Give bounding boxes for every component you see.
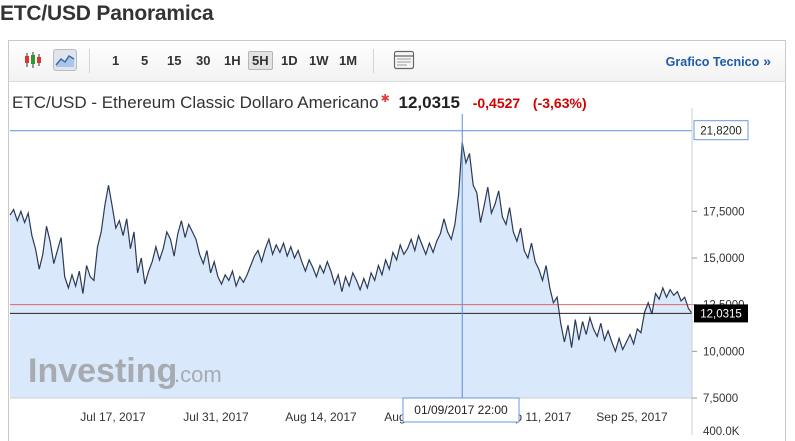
crosshair-value-box bbox=[693, 120, 749, 141]
double-chevron-right-icon: » bbox=[763, 53, 771, 69]
watermark-suffix: .com bbox=[174, 362, 222, 387]
price-change: -0,4527 bbox=[472, 95, 521, 111]
page-title: ETC/USD Panoramica bbox=[0, 2, 214, 25]
technical-chart-label: Grafico Tecnico bbox=[665, 55, 760, 69]
crosshair-value-label: 21,8200 bbox=[700, 126, 742, 138]
timeframe-15[interactable]: 15 bbox=[167, 53, 182, 68]
volume-axis-label: 400,0K bbox=[703, 426, 740, 435]
quote-header: ETC/USD - Ethereum Classic Dollaro Ameri… bbox=[12, 93, 587, 113]
x-tick-label: Aug 14, 2017 bbox=[285, 410, 357, 424]
last-price-box bbox=[694, 304, 748, 323]
y-tick-label: 10,0000 bbox=[703, 346, 745, 358]
candlestick-chart-icon[interactable] bbox=[21, 49, 45, 71]
asterisk-icon: ✱ bbox=[380, 93, 390, 105]
crosshair-date-box bbox=[402, 397, 520, 423]
timeframe-5h[interactable]: 5H bbox=[248, 51, 273, 70]
pair-name: ETC/USD - Ethereum Classic Dollaro Ameri… bbox=[12, 93, 379, 112]
y-tick-label: 17,5000 bbox=[703, 206, 745, 218]
timeframe-1w[interactable]: 1W bbox=[309, 53, 329, 68]
last-price-label: 12,0315 bbox=[700, 308, 742, 320]
x-tick-label: Jul 17, 2017 bbox=[80, 410, 146, 424]
price-area-fill bbox=[10, 142, 692, 398]
technical-chart-link[interactable]: Grafico Tecnico» bbox=[666, 53, 771, 69]
timeframe-1h[interactable]: 1H bbox=[224, 53, 241, 68]
timeframe-1d[interactable]: 1D bbox=[281, 53, 298, 68]
price-line bbox=[9, 142, 693, 354]
timeframe-5[interactable]: 5 bbox=[141, 53, 149, 68]
chart-toolbar: 1 5 15 30 1H 5H 1D 1W 1M Grafico Tecnico… bbox=[9, 41, 785, 82]
last-price: 12,0315 bbox=[398, 93, 460, 112]
x-tick-label: Jul 31, 2017 bbox=[183, 410, 249, 424]
price-change-percent: (-3,63%) bbox=[532, 95, 587, 111]
watermark-brand: Investing bbox=[28, 352, 177, 390]
x-tick-label: Sep 25, 2017 bbox=[596, 410, 668, 424]
y-tick-label: 15,0000 bbox=[703, 253, 745, 265]
toolbar-separator bbox=[89, 49, 90, 73]
timeframe-1[interactable]: 1 bbox=[112, 53, 120, 68]
timeframe-1m[interactable]: 1M bbox=[339, 53, 358, 68]
y-tick-label: 7,5000 bbox=[703, 393, 738, 405]
timeframe-30[interactable]: 30 bbox=[196, 53, 211, 68]
crosshair-date-label: 01/09/2017 22:00 bbox=[414, 403, 508, 417]
area-chart-icon[interactable] bbox=[53, 49, 77, 71]
layout-icon[interactable] bbox=[392, 49, 416, 71]
toolbar-separator bbox=[373, 49, 374, 73]
